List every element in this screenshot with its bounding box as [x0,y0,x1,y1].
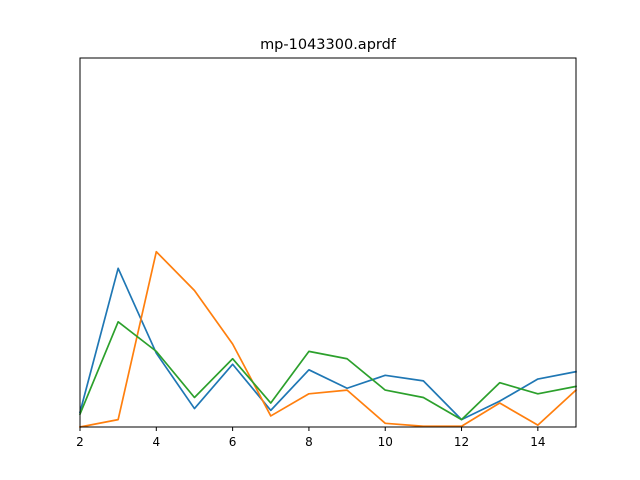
series-line-2 [79,250,578,428]
x-tick-label: 8 [305,435,313,449]
axes-frame [79,57,577,428]
x-tick-label: 4 [152,435,160,449]
x-tick-label: 14 [530,435,545,449]
x-tick-label: 2 [76,435,84,449]
x-axis: 2 4 6 8 10 12 14 [76,427,545,449]
series-line-3 [78,320,577,421]
series-layer [78,250,578,428]
chart-title: mp-1043300.aprdf [260,37,397,53]
x-tick-label: 12 [454,435,469,449]
x-tick-label: 6 [229,435,237,449]
series-line-1 [78,267,577,421]
x-tick-label: 10 [378,435,393,449]
